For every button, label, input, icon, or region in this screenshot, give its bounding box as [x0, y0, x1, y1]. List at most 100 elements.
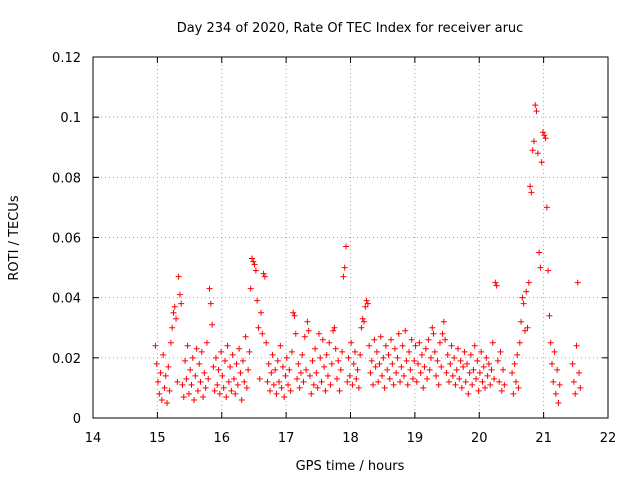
data-point — [485, 360, 492, 367]
data-point — [427, 354, 434, 361]
data-point — [483, 354, 490, 361]
data-point — [223, 393, 230, 400]
data-point — [462, 378, 469, 385]
data-point — [420, 384, 427, 391]
data-point — [258, 309, 265, 316]
data-point — [456, 375, 463, 382]
y-tick-label: 0.08 — [52, 171, 81, 186]
data-point — [391, 345, 398, 352]
data-point — [555, 399, 562, 406]
data-point — [509, 369, 516, 376]
data-point — [225, 378, 232, 385]
data-point — [337, 366, 344, 373]
data-point — [492, 279, 499, 286]
data-point — [403, 357, 410, 364]
data-point — [335, 357, 342, 364]
data-point — [359, 315, 366, 322]
data-point — [498, 387, 505, 394]
data-point — [384, 366, 391, 373]
data-point — [215, 366, 222, 373]
data-point — [518, 318, 525, 325]
x-tick-label: 21 — [535, 431, 552, 446]
data-point — [399, 342, 406, 349]
data-point — [279, 363, 286, 370]
data-point — [487, 381, 494, 388]
data-point — [530, 138, 537, 145]
data-point — [314, 384, 321, 391]
data-point — [310, 381, 317, 388]
data-point — [218, 348, 225, 355]
data-point — [439, 330, 446, 337]
data-point — [542, 135, 549, 142]
data-point — [371, 336, 378, 343]
data-point — [482, 384, 489, 391]
data-point — [388, 336, 395, 343]
data-point — [354, 366, 361, 373]
data-point — [323, 351, 330, 358]
data-point — [431, 348, 438, 355]
data-point — [448, 342, 455, 349]
data-point — [321, 363, 328, 370]
data-point — [438, 363, 445, 370]
data-point — [309, 357, 316, 364]
data-point — [330, 327, 337, 334]
data-point — [429, 324, 436, 331]
data-point — [534, 150, 541, 157]
data-point — [550, 378, 557, 385]
data-point — [409, 375, 416, 382]
data-point — [165, 363, 172, 370]
data-point — [411, 357, 418, 364]
data-point — [229, 351, 236, 358]
data-point — [157, 369, 164, 376]
data-point — [451, 354, 458, 361]
data-point — [345, 354, 352, 361]
data-point — [467, 351, 474, 358]
data-point — [263, 339, 270, 346]
y-tick-label: 0.12 — [52, 51, 81, 66]
data-point — [444, 351, 451, 358]
data-point — [273, 390, 280, 397]
data-point — [412, 342, 419, 349]
data-point — [556, 381, 563, 388]
data-point — [308, 390, 315, 397]
data-point — [368, 357, 375, 364]
data-point — [440, 318, 447, 325]
data-point — [426, 366, 433, 373]
data-point — [573, 342, 580, 349]
data-point — [247, 285, 254, 292]
data-point — [328, 360, 335, 367]
data-point — [174, 378, 181, 385]
data-point — [241, 378, 248, 385]
data-point — [443, 369, 450, 376]
data-point — [230, 375, 237, 382]
data-point — [184, 342, 191, 349]
data-point — [461, 348, 468, 355]
data-point — [274, 357, 281, 364]
x-tick-label: 19 — [407, 431, 424, 446]
data-point — [458, 384, 465, 391]
data-point — [156, 390, 163, 397]
data-point — [187, 366, 194, 373]
y-axis-label: ROTI / TECUs — [7, 195, 22, 280]
data-point — [166, 387, 173, 394]
data-point — [276, 378, 283, 385]
data-point — [220, 384, 227, 391]
data-point — [422, 345, 429, 352]
data-point — [525, 279, 532, 286]
data-point — [379, 372, 386, 379]
data-point — [436, 339, 443, 346]
data-point — [497, 348, 504, 355]
data-point — [153, 360, 160, 367]
data-point — [516, 339, 523, 346]
data-point — [375, 378, 382, 385]
data-point — [176, 291, 183, 298]
data-point — [303, 366, 310, 373]
data-point — [206, 285, 213, 292]
x-tick-label: 15 — [149, 431, 166, 446]
data-point — [306, 372, 313, 379]
data-point — [551, 348, 558, 355]
x-axis: 14 15 16 17 18 19 20 21 22 — [85, 57, 616, 446]
data-point — [407, 366, 414, 373]
data-point — [489, 339, 496, 346]
grid-lines — [93, 57, 608, 418]
